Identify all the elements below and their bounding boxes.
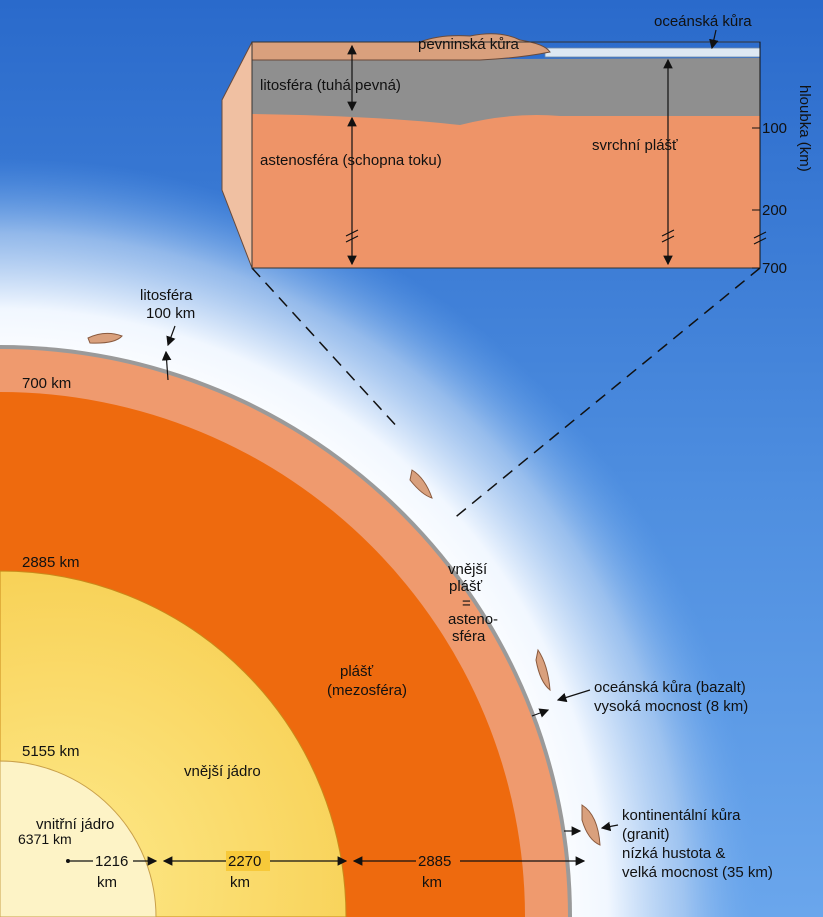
label-mantle-2: (mezosféra) [327, 682, 407, 699]
label-outer-mantle-2: plášť [449, 578, 483, 595]
dim-inner-core-value: 1216 [95, 853, 128, 870]
dim-mantle-unit: km [422, 874, 442, 891]
label-lithosphere: litosféra [140, 287, 193, 304]
dimension-label-bg [226, 851, 270, 871]
continental-crust-bump [581, 804, 601, 846]
label-outer-mantle-1: vnější [448, 561, 488, 578]
zoom-guide-line [251, 267, 401, 431]
crust-bump [535, 648, 551, 692]
continental-crust-callout-arrow [600, 821, 619, 832]
depth-axis-break [753, 231, 767, 245]
callout-continental-crust-2: (granit) [622, 826, 670, 843]
callout-continental-crust-3: nízká hustota & [622, 845, 725, 862]
zoom-guide-line [451, 267, 761, 521]
callout-oceanic-crust-2: vysoká mocnost (8 km) [594, 698, 748, 715]
oceanic-crust-callout-arrow [556, 689, 591, 703]
lithosphere-pointer [166, 325, 176, 347]
label-oceanic-crust-inset: oceánská kůra [654, 13, 752, 30]
label-asthenosphere-inset: astenosféra (schopna toku) [260, 152, 442, 169]
crust-bump [409, 469, 433, 499]
lithosphere-pointer [161, 350, 172, 381]
earth-center-dot [66, 859, 70, 863]
label-depth-700: 700 km [22, 375, 71, 392]
label-outer-mantle-4: asteno- [448, 611, 498, 628]
dim-outer-core-unit: km [230, 874, 250, 891]
label-outer-mantle-5: sféra [452, 628, 486, 645]
dim-mantle-value: 2885 [418, 853, 451, 870]
axis-break-mark [661, 229, 675, 243]
inner-core-layer [0, 760, 157, 917]
label-mantle-1: plášť [340, 663, 374, 680]
callout-continental-crust-4: velká mocnost (35 km) [622, 864, 773, 881]
depth-tick-label: 100 [762, 120, 787, 137]
label-outer-mantle-3: = [462, 595, 471, 612]
callout-continental-crust-1: kontinentální kůra [622, 807, 741, 824]
label-lithosphere-thickness: 100 km [146, 305, 195, 322]
oceanic-crust-callout-arrow [531, 708, 550, 718]
inset-asthenosphere [252, 112, 760, 268]
label-inner-core: vnitřní jádro [36, 816, 114, 833]
label-outer-core: vnější jádro [184, 763, 261, 780]
depth-tick-label: 700 [762, 260, 787, 277]
crust-bump [87, 332, 123, 344]
depth-tick-label: 200 [762, 202, 787, 219]
inset-continental-crust [251, 33, 551, 61]
axis-break-mark [345, 229, 359, 243]
dimension-label-bg [93, 851, 133, 871]
label-continental-crust-inset: pevninská kůra [418, 36, 520, 53]
label-lithosphere-inset: litosféra (tuhá pevná) [260, 77, 401, 94]
label-depth-6371: 6371 km [18, 831, 72, 847]
dimension-label-bg [416, 851, 460, 871]
globe-cross-section [0, 332, 601, 917]
inset-oceanic-crust [544, 47, 761, 58]
dim-inner-core-unit: km [97, 874, 117, 891]
inset-block [221, 29, 767, 269]
inset-lithosphere [252, 58, 760, 125]
label-depth-2885: 2885 km [22, 554, 80, 571]
depth-axis-title: hloubka (km) [796, 85, 813, 172]
dim-outer-core-value: 2270 [228, 853, 261, 870]
oceanic-crust-pointer [709, 29, 719, 50]
label-depth-5155: 5155 km [22, 743, 80, 760]
label-upper-mantle: svrchní plášť [592, 137, 678, 154]
callout-oceanic-crust-1: oceánská kůra (bazalt) [594, 679, 746, 696]
